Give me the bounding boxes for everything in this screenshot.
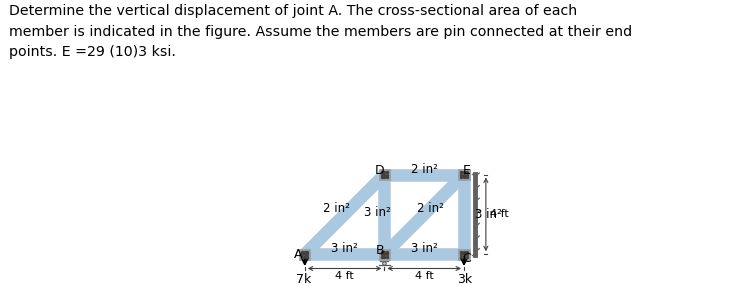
Text: 4 ft: 4 ft [335, 271, 354, 281]
Text: C: C [462, 252, 471, 265]
Text: 2 in²: 2 in² [323, 202, 350, 215]
Bar [459, 169, 469, 180]
Text: 4 ft: 4 ft [415, 271, 434, 281]
Text: B: B [376, 244, 384, 257]
Text: 3 in²: 3 in² [331, 242, 358, 255]
Text: 3 in²: 3 in² [411, 242, 438, 255]
Bar [299, 249, 311, 260]
Text: 3 in²: 3 in² [475, 208, 502, 221]
Text: 3 in²: 3 in² [364, 206, 391, 219]
Text: 2 in²: 2 in² [417, 202, 444, 215]
Bar [379, 249, 390, 260]
Text: 4 ft: 4 ft [490, 209, 508, 219]
Text: 7k: 7k [296, 273, 311, 286]
Text: Determine the vertical displacement of joint A. The cross-sectional area of each: Determine the vertical displacement of j… [9, 5, 632, 59]
Text: A: A [293, 248, 302, 261]
Bar [379, 169, 390, 180]
Text: E: E [462, 164, 470, 177]
Polygon shape [380, 254, 389, 262]
Text: D: D [375, 164, 385, 177]
Text: 3k: 3k [457, 273, 472, 286]
Bar [459, 249, 469, 260]
Text: 2 in²: 2 in² [411, 162, 438, 176]
Circle shape [383, 262, 387, 265]
